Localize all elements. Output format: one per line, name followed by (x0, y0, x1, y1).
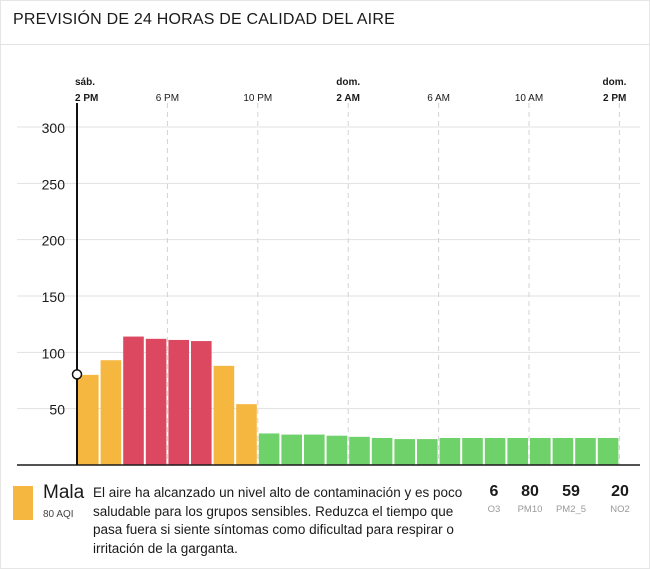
pollutant-o3: 6 O3 (469, 483, 519, 515)
bar (484, 437, 506, 465)
x-tick-day-label: sáb. (75, 77, 95, 88)
pollutant-no2: 20 NO2 (595, 483, 645, 515)
aqi-forecast-chart: 300 250 200 150 100 50 sáb. 2 PM 6 PM 10 PM dom. 2 … (17, 77, 640, 466)
bar (100, 360, 122, 465)
pollutant-pm10: 80 PM10 (505, 483, 555, 515)
pollutant-value: 20 (611, 483, 629, 500)
x-tick-day-label: dom. (336, 77, 360, 88)
bar (597, 437, 619, 465)
y-tick-label: 100 (42, 345, 66, 361)
x-tick-label: 2 PM (75, 93, 98, 104)
x-tick-day-label: dom. (603, 77, 627, 88)
bar (145, 338, 167, 465)
bar (575, 437, 596, 465)
aqi-level-swatch (13, 486, 33, 520)
x-tick-label: 2 AM (336, 93, 360, 104)
aqi-value-label: 80 AQI (43, 509, 74, 520)
bar (123, 336, 144, 465)
aqi-advice-text: El aire ha alcanzado un nivel alto de co… (93, 485, 463, 556)
bar (530, 437, 551, 465)
y-tick-label: 200 (42, 233, 66, 249)
pollutant-name: PM2_5 (555, 504, 587, 515)
aqi-summary: Mala 80 AQI El aire ha alcanzado un nive… (0, 478, 650, 569)
pollutant-pm2-5: 59 PM2_5 (546, 483, 596, 515)
bar (168, 339, 189, 465)
y-tick-label: 50 (49, 402, 65, 418)
y-tick-label: 150 (42, 289, 66, 305)
pollutant-value: 59 (562, 483, 580, 500)
bar (552, 437, 574, 465)
bar (462, 437, 483, 465)
x-tick-label: 6 PM (156, 93, 179, 104)
x-tick-label: 10 PM (243, 93, 272, 104)
pollutant-value: 80 (521, 483, 539, 500)
bar (191, 341, 212, 465)
bar (258, 433, 280, 465)
bar (236, 404, 257, 465)
x-tick-label: 10 AM (515, 93, 543, 104)
bar (439, 437, 461, 465)
bar (507, 437, 528, 465)
current-value-marker (71, 369, 83, 380)
bar (304, 434, 325, 465)
pollutant-name: NO2 (610, 504, 630, 515)
pollutant-name: O3 (487, 504, 501, 515)
x-tick-label: 2 PM (603, 93, 626, 104)
bar (281, 434, 302, 465)
page-title: PREVISIÓN DE 24 HORAS DE CALIDAD DEL AIR… (13, 11, 395, 28)
y-tick-label: 250 (42, 176, 66, 192)
x-tick-label: 6 AM (427, 93, 450, 104)
y-tick-label: 300 (42, 120, 66, 136)
pollutant-name: PM10 (517, 504, 543, 515)
bar (417, 439, 438, 465)
bar (78, 374, 99, 465)
bar (371, 437, 393, 465)
header: PREVISIÓN DE 24 HORAS DE CALIDAD DEL AIR… (0, 0, 650, 45)
bar (326, 435, 348, 465)
aqi-level-label: Mala (43, 482, 85, 503)
bar (394, 439, 415, 465)
bar (213, 365, 235, 465)
bar (349, 436, 370, 465)
pollutant-value: 6 (489, 483, 499, 500)
